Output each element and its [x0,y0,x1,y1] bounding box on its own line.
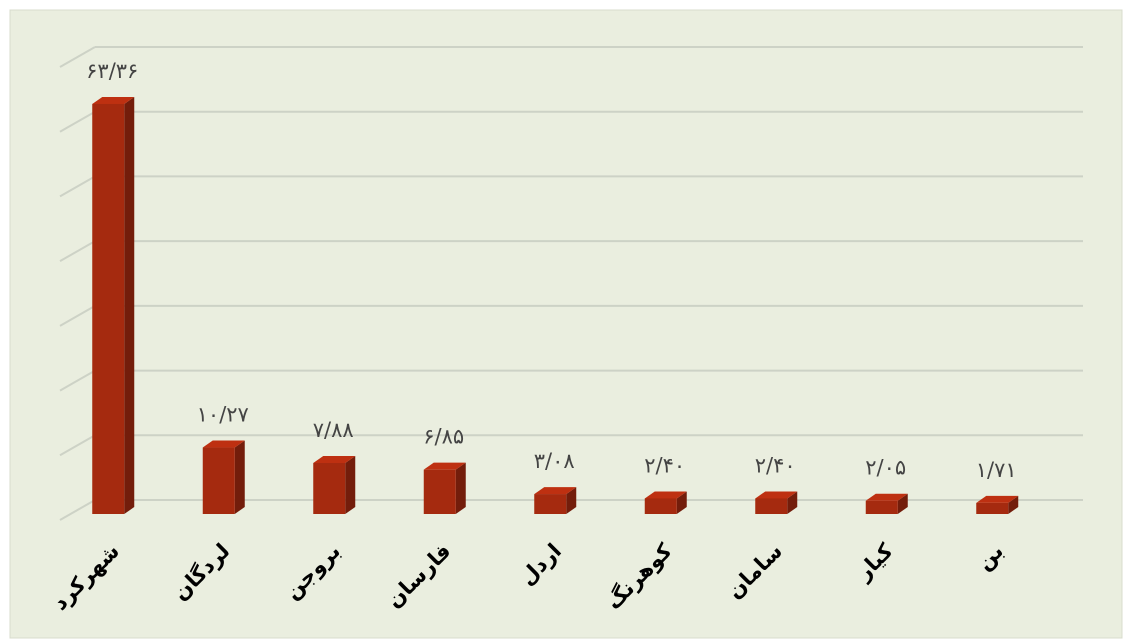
value-label: ۲/۰۵ [865,456,906,480]
bar-top [423,462,466,470]
bar-top [534,487,577,495]
value-label: ۲/۴۰ [644,453,685,477]
bar-side [234,440,245,514]
grid-depth [59,499,96,521]
grid-depth [59,175,96,198]
bar-side [566,487,577,514]
value-label: ۶۳/۳۶ [86,59,138,83]
bar-side [676,491,687,514]
bar-top [865,493,908,501]
value-label: ۶/۸۵ [423,425,464,449]
bar-side [897,493,908,514]
bar-top [755,491,798,499]
bar-side [345,456,356,514]
bar-side [787,491,798,514]
bar [644,498,677,514]
grid-depth [59,240,96,263]
bar-top [202,440,245,448]
bar-side [124,96,135,515]
bar-top [644,491,687,499]
value-label: ۷/۸۸ [313,418,354,442]
bar [755,498,788,514]
bar-top [92,96,135,104]
value-label: ۱/۷۱ [976,458,1017,482]
plot-background [9,9,1123,639]
grid-depth [59,304,96,327]
grid-depth [59,434,96,457]
grid-depth [59,369,96,392]
bar-side [455,462,466,514]
bar-side [1008,495,1019,514]
grid-depth [59,46,96,68]
bar [534,494,567,514]
value-label: ۳/۰۸ [534,449,575,473]
value-label: ۱۰/۲۷ [197,403,249,427]
bar [976,502,1009,514]
bar [202,447,235,514]
bar [865,500,898,514]
bar-top [976,495,1019,503]
bar [423,469,456,514]
value-label: ۲/۴۰ [755,453,796,477]
bar [313,463,346,514]
bar [92,103,125,515]
bar-top [313,456,356,464]
grid-depth [59,110,96,133]
